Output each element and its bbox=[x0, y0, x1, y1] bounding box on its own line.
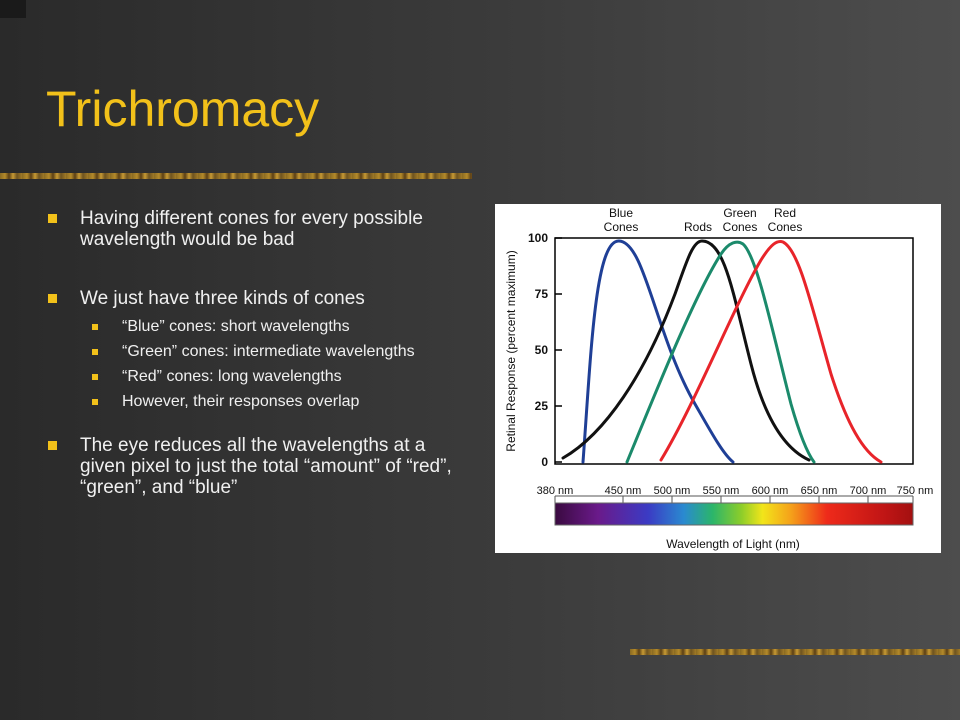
cone-response-svg: Blue Cones Rods Green Cones Red Cones Re… bbox=[504, 206, 934, 551]
bullet-item: Having different cones for every possibl… bbox=[46, 208, 466, 250]
x-tick-label: 650 nm bbox=[801, 485, 838, 497]
x-tick-label: 450 nm bbox=[605, 485, 642, 497]
cone-response-figure: Blue Cones Rods Green Cones Red Cones Re… bbox=[495, 204, 941, 553]
y-tick-label: 100 bbox=[528, 231, 548, 245]
sub-bullet-item: “Green” cones: intermediate wavelengths bbox=[80, 343, 466, 361]
rods-label: Rods bbox=[684, 220, 712, 234]
green-cones-label-line2: Cones bbox=[723, 220, 758, 234]
blue-cones-label-line2: Cones bbox=[604, 220, 639, 234]
corner-mark bbox=[0, 0, 26, 18]
bullet-item: The eye reduces all the wavelengths at a… bbox=[46, 435, 466, 498]
visible-spectrum-bar bbox=[554, 502, 914, 526]
sub-bullet-item: “Blue” cones: short wavelengths bbox=[80, 318, 466, 336]
y-tick-label: 50 bbox=[535, 343, 549, 357]
green-cones-curve bbox=[625, 240, 816, 464]
x-tick-label: 600 nm bbox=[752, 485, 789, 497]
y-tick-label: 75 bbox=[535, 287, 549, 301]
blue-cones-label-line1: Blue bbox=[609, 206, 633, 220]
bullet-item: We just have three kinds of cones bbox=[46, 288, 466, 309]
x-tick-label: 500 nm bbox=[654, 485, 691, 497]
x-tick-label: 700 nm bbox=[850, 485, 887, 497]
slide-title: Trichromacy bbox=[46, 81, 320, 137]
red-cones-label-line1: Red bbox=[774, 206, 796, 220]
sub-bullet-item: “Red” cones: long wavelengths bbox=[80, 368, 466, 386]
x-axis-ticks bbox=[554, 496, 914, 503]
y-axis-ticks bbox=[555, 237, 562, 463]
red-cones-label-line2: Cones bbox=[768, 220, 803, 234]
x-tick-label: 380 nm bbox=[537, 485, 574, 497]
plot-frame bbox=[554, 237, 914, 465]
blue-cones-curve bbox=[581, 239, 735, 464]
y-axis-label: Retinal Response (percent maximum) bbox=[504, 250, 518, 451]
x-tick-label: 550 nm bbox=[703, 485, 740, 497]
green-cones-label-line1: Green bbox=[723, 206, 756, 220]
bullet-list: Having different cones for every possibl… bbox=[46, 208, 466, 498]
title-divider bbox=[0, 173, 472, 179]
y-tick-label: 0 bbox=[541, 455, 548, 469]
y-tick-label: 25 bbox=[535, 399, 549, 413]
red-cones-curve bbox=[659, 240, 883, 464]
x-axis-label: Wavelength of Light (nm) bbox=[666, 537, 800, 551]
footer-divider bbox=[630, 649, 960, 655]
sub-bullet-item: However, their responses overlap bbox=[80, 393, 466, 411]
x-tick-label: 750 nm bbox=[897, 485, 934, 497]
rods-curve bbox=[561, 239, 811, 462]
